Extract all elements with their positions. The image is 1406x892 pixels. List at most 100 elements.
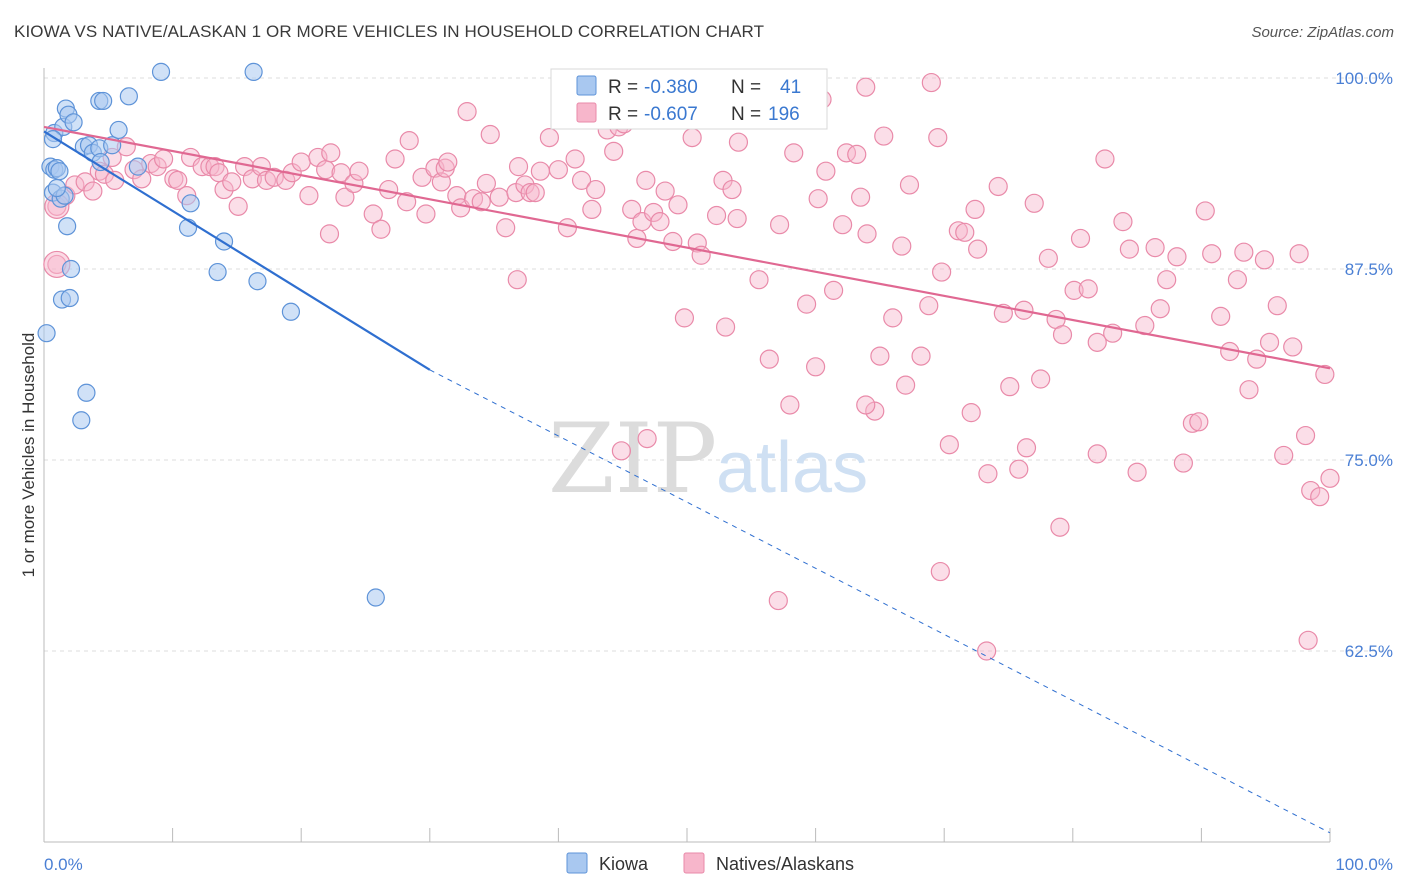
- natives-point: [1289, 244, 1309, 264]
- natives-point: [706, 205, 727, 226]
- kiowa-point: [109, 120, 128, 140]
- y-axis-label: 1 or more Vehicles in Household: [19, 333, 38, 578]
- natives-point: [668, 195, 688, 215]
- natives-point: [548, 160, 569, 180]
- natives-point: [1024, 193, 1044, 213]
- kiowa-point: [281, 302, 301, 321]
- natives-point: [604, 141, 624, 161]
- natives-point: [874, 126, 894, 146]
- kiowa-point: [366, 588, 385, 607]
- natives-point: [1016, 438, 1037, 458]
- kiowa-trend-extension: [429, 369, 1331, 834]
- natives-point: [968, 239, 988, 259]
- natives-point: [896, 375, 916, 395]
- natives-point: [637, 429, 657, 449]
- natives-point: [1031, 369, 1051, 389]
- natives-point: [83, 181, 103, 201]
- kiowa-point: [64, 113, 83, 132]
- natives-point: [892, 236, 912, 256]
- natives-point: [438, 152, 458, 172]
- natives-point: [921, 72, 941, 93]
- natives-point: [1070, 228, 1091, 249]
- natives-point: [264, 167, 284, 187]
- natives-point: [1167, 247, 1187, 267]
- natives-point: [316, 160, 336, 180]
- natives-point: [153, 149, 174, 169]
- natives-point: [1211, 306, 1231, 326]
- natives-point: [682, 127, 702, 148]
- natives-point: [930, 561, 950, 582]
- natives-point: [291, 152, 311, 172]
- bottom-legend-swatch-natives: [683, 852, 705, 874]
- natives-point: [1234, 242, 1254, 262]
- natives-point: [256, 170, 277, 190]
- natives-point: [622, 199, 642, 220]
- natives-point: [1195, 201, 1215, 221]
- natives-point: [655, 181, 675, 201]
- watermark-atlas: atlas: [716, 428, 868, 508]
- kiowa-point: [178, 218, 198, 237]
- legend-n-label-natives: N =: [731, 104, 761, 125]
- natives-point: [1009, 459, 1029, 479]
- y-tick-labels: 100.0% 87.5% 75.0% 62.5%: [1335, 69, 1393, 661]
- natives-point: [480, 124, 500, 145]
- natives-point: [397, 192, 417, 212]
- natives-point: [1157, 270, 1177, 290]
- x-tick-label-max: 100.0%: [1335, 855, 1393, 874]
- natives-point: [715, 317, 736, 337]
- natives-point: [833, 215, 853, 235]
- natives-point: [1227, 270, 1248, 290]
- natives-point: [457, 102, 477, 122]
- kiowa-point: [72, 411, 91, 430]
- natives-point: [899, 175, 920, 195]
- kiowa-point: [151, 62, 171, 81]
- x-tick-label-min: 0.0%: [44, 855, 83, 874]
- natives-point: [784, 143, 804, 163]
- natives-point: [847, 144, 867, 164]
- natives-point: [1315, 364, 1335, 385]
- natives-point: [1320, 468, 1340, 488]
- natives-point: [565, 149, 585, 169]
- natives-point: [308, 147, 328, 168]
- natives-point: [961, 403, 981, 423]
- kiowa-point: [58, 217, 77, 236]
- kiowa-point: [128, 157, 147, 176]
- bottom-legend-swatch-kiowa: [566, 852, 588, 874]
- bottom-legend-label-natives: Natives/Alaskans: [716, 854, 854, 874]
- watermark: ZIP atlas: [548, 403, 868, 515]
- natives-point: [856, 395, 876, 415]
- natives-point: [1189, 412, 1209, 432]
- natives-point: [727, 208, 747, 229]
- kiowa-point: [119, 87, 138, 106]
- kiowa-point: [94, 91, 113, 111]
- natives-point: [759, 349, 779, 369]
- legend-swatch-kiowa: [576, 75, 597, 96]
- natives-point: [663, 231, 683, 252]
- natives-point: [836, 143, 857, 163]
- natives-point: [520, 183, 540, 203]
- natives-point: [857, 224, 877, 244]
- natives-point: [228, 196, 248, 216]
- natives-point: [768, 590, 788, 611]
- natives-point: [1119, 239, 1139, 259]
- natives-point: [1310, 487, 1330, 507]
- bottom-legend-label-kiowa: Kiowa: [599, 854, 649, 874]
- natives-point: [363, 204, 383, 224]
- kiowa-point: [61, 259, 81, 279]
- natives-point: [1050, 517, 1070, 537]
- natives-point: [530, 161, 550, 181]
- natives-point: [1113, 212, 1133, 232]
- legend-r-label-kiowa: R =: [608, 77, 638, 98]
- natives-point: [805, 357, 826, 377]
- natives-point: [1254, 250, 1275, 270]
- natives-point: [856, 77, 876, 97]
- natives-point: [728, 132, 749, 152]
- natives-point: [496, 218, 516, 238]
- kiowa-point: [50, 162, 69, 181]
- natives-point: [1150, 299, 1170, 319]
- natives-point: [1267, 296, 1287, 316]
- y-tick-label: 87.5%: [1345, 260, 1393, 279]
- natives-point: [1087, 332, 1107, 352]
- natives-point: [1182, 413, 1202, 433]
- natives-point: [335, 187, 355, 207]
